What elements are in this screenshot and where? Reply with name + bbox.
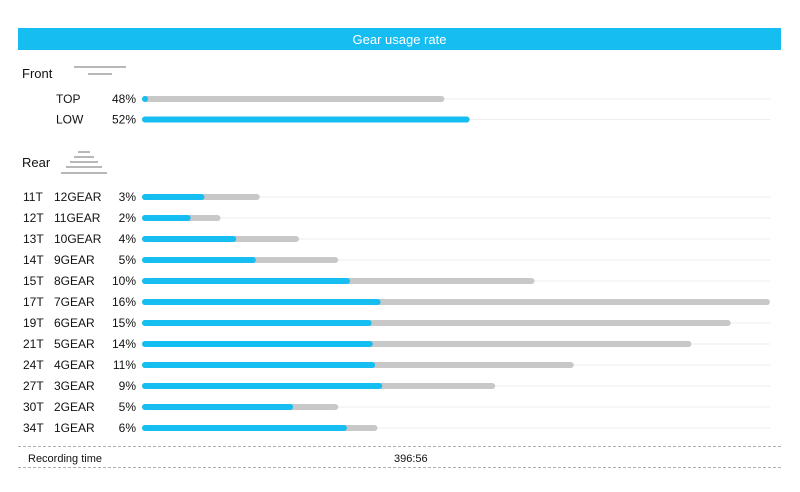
rear-gear-label: 8GEAR xyxy=(54,274,95,288)
front-gear-percent: 48% xyxy=(112,92,136,106)
rear-teeth-label: 24T xyxy=(23,358,44,372)
footer-divider-top xyxy=(18,446,781,447)
rear-bar-fill xyxy=(142,320,372,326)
rear-section-label: Rear xyxy=(22,155,51,170)
front-bar-fill xyxy=(142,96,148,102)
front-gear-label: LOW xyxy=(56,113,84,127)
rear-gear-percent: 4% xyxy=(119,232,137,246)
recording-time-label: Recording time xyxy=(28,453,102,465)
rear-bar-fill xyxy=(142,215,191,221)
rear-gear-label: 12GEAR xyxy=(54,190,102,204)
rear-bar-fill xyxy=(142,425,347,431)
rear-gear-percent: 5% xyxy=(119,253,137,267)
rear-gear-percent: 6% xyxy=(119,421,137,435)
rear-teeth-label: 19T xyxy=(23,316,44,330)
rear-teeth-label: 34T xyxy=(23,421,44,435)
rear-gear-percent: 2% xyxy=(119,211,137,225)
rear-gear-label: 2GEAR xyxy=(54,400,95,414)
rear-gear-percent: 11% xyxy=(113,358,136,372)
rear-bar-fill xyxy=(142,341,373,347)
rear-gear-label: 11GEAR xyxy=(54,211,101,225)
rear-gear-label: 7GEAR xyxy=(54,295,95,309)
rear-teeth-label: 11T xyxy=(23,190,43,204)
rear-bar-fill xyxy=(142,194,205,200)
rear-teeth-label: 13T xyxy=(23,232,44,246)
rear-teeth-label: 15T xyxy=(23,274,44,288)
rear-gear-label: 6GEAR xyxy=(54,316,95,330)
rear-gear-label: 9GEAR xyxy=(54,253,95,267)
rear-bar-fill xyxy=(142,362,376,368)
rear-teeth-label: 21T xyxy=(23,337,44,351)
rear-gear-percent: 14% xyxy=(112,337,136,351)
front-gear-label: TOP xyxy=(56,92,80,106)
rear-gear-percent: 9% xyxy=(119,379,137,393)
front-bar-track xyxy=(142,96,445,102)
footer-divider-bottom xyxy=(18,467,781,468)
rear-gear-percent: 16% xyxy=(112,295,136,309)
rear-gear-percent: 10% xyxy=(112,274,136,288)
recording-time-value: 396:56 xyxy=(394,453,428,465)
rear-bar-fill xyxy=(142,383,383,389)
rear-teeth-label: 12T xyxy=(23,211,44,225)
front-bar-fill xyxy=(142,116,470,123)
rear-gear-label: 5GEAR xyxy=(54,337,95,351)
rear-teeth-label: 17T xyxy=(23,295,44,309)
rear-gear-label: 10GEAR xyxy=(54,232,102,246)
rear-gear-percent: 5% xyxy=(119,400,137,414)
chart-title: Gear usage rate xyxy=(352,31,447,47)
rear-gear-percent: 3% xyxy=(119,190,137,204)
rear-bar-fill xyxy=(142,257,256,263)
rear-bar-fill xyxy=(142,278,351,284)
front-gear-percent: 52% xyxy=(112,113,136,127)
rear-gear-label: 4GEAR xyxy=(54,358,95,372)
rear-teeth-label: 27T xyxy=(23,379,44,393)
rear-teeth-label: 14T xyxy=(23,253,44,267)
rear-gear-label: 1GEAR xyxy=(54,421,95,435)
rear-bar-fill xyxy=(142,236,237,242)
rear-gear-percent: 15% xyxy=(112,316,136,330)
rear-bar-fill xyxy=(142,404,294,410)
rear-bar-fill xyxy=(142,299,381,305)
chart-title-bar: Gear usage rate xyxy=(18,28,781,50)
rear-teeth-label: 30T xyxy=(23,400,44,414)
rear-gear-label: 3GEAR xyxy=(54,379,95,393)
front-section-label: Front xyxy=(22,66,53,81)
